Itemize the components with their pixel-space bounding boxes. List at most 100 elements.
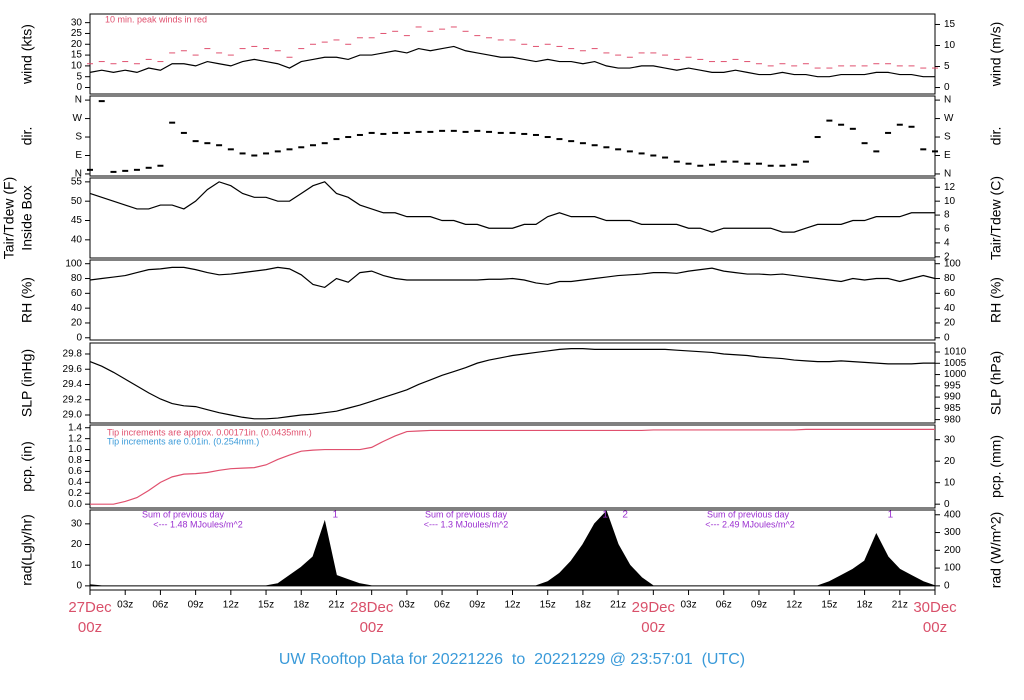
y2-tick-label: 20 bbox=[944, 456, 956, 467]
x-tick-label: 00z bbox=[923, 619, 947, 636]
panel-frame bbox=[89, 424, 936, 509]
y-tick-label: 15 bbox=[71, 50, 83, 61]
y2-tick-label: 995 bbox=[944, 380, 961, 391]
series-line bbox=[89, 181, 935, 233]
y-tick-label: E bbox=[75, 150, 82, 161]
y-tick-label: 55 bbox=[71, 177, 83, 188]
panel-frame bbox=[89, 177, 936, 259]
y-tick-label: 45 bbox=[71, 215, 83, 226]
y-axis-label: dir. bbox=[19, 127, 35, 146]
x-tick-label: 15z bbox=[258, 600, 274, 611]
radiation-area bbox=[89, 510, 936, 587]
y-tick-label: 29.8 bbox=[63, 349, 83, 360]
y2-tick-label: N bbox=[944, 169, 951, 180]
y2-tick-label: 0 bbox=[944, 332, 950, 343]
y-tick-label: 20 bbox=[71, 539, 83, 550]
y2-tick-label: E bbox=[944, 150, 951, 161]
y2-tick-label: 5 bbox=[944, 61, 950, 72]
x-tick-label: 00z bbox=[78, 619, 102, 636]
y-tick-label: 60 bbox=[71, 288, 83, 299]
y2-tick-label: 1010 bbox=[944, 347, 967, 358]
y-tick-label: 30 bbox=[71, 17, 83, 28]
panel-frame bbox=[89, 95, 936, 177]
y2-tick-label: 100 bbox=[944, 258, 961, 269]
series-line bbox=[90, 428, 935, 505]
series-line bbox=[89, 45, 935, 78]
y2-tick-label: 80 bbox=[944, 273, 956, 284]
y-tick-label: 1.0 bbox=[68, 444, 82, 455]
x-tick-label: 21z bbox=[328, 600, 344, 611]
y2-axis-label: SLP (hPa) bbox=[988, 351, 1004, 415]
annotation: <--- 2.49 MJoules/m^2 bbox=[705, 519, 795, 529]
y-tick-label: 10 bbox=[71, 61, 83, 72]
y2-axis-label: RH (%) bbox=[988, 277, 1004, 323]
x-tick-label: 12z bbox=[504, 600, 520, 611]
y2-axis-label: Tair/Tdew (C) bbox=[988, 176, 1004, 260]
x-date-label: 28Dec bbox=[350, 599, 394, 616]
y-tick-label: N bbox=[75, 95, 82, 106]
y2-tick-label: W bbox=[944, 113, 954, 124]
y2-tick-label: 10 bbox=[944, 196, 956, 207]
annotation: <--- 1.48 MJoules/m^2 bbox=[153, 519, 243, 529]
y2-tick-label: 2 bbox=[944, 251, 950, 262]
y2-tick-label: 0 bbox=[944, 580, 950, 591]
x-tick-label: 18z bbox=[857, 600, 873, 611]
peak-marker: 1 bbox=[888, 510, 894, 521]
y-tick-label: 0 bbox=[76, 332, 82, 343]
y2-tick-label: 4 bbox=[944, 238, 950, 249]
y-tick-label: 5 bbox=[76, 71, 82, 82]
y-tick-label: 29.4 bbox=[63, 379, 83, 390]
y2-tick-label: 400 bbox=[944, 509, 961, 520]
annotation: Sum of previous day bbox=[425, 509, 508, 519]
y-axis-label: rad(Lgly/hr) bbox=[19, 514, 35, 586]
y-tick-label: 0.4 bbox=[68, 477, 82, 488]
y2-tick-label: S bbox=[944, 132, 951, 143]
y-tick-label: 20 bbox=[71, 318, 83, 329]
y2-tick-label: 15 bbox=[944, 19, 956, 30]
x-tick-label: 03z bbox=[117, 600, 133, 611]
y-tick-label: 1.4 bbox=[68, 422, 82, 433]
y-tick-label: 1.2 bbox=[68, 433, 82, 444]
series-line bbox=[89, 348, 935, 420]
peak-marker: 1 bbox=[602, 510, 608, 521]
y2-tick-label: 12 bbox=[944, 182, 956, 193]
y-tick-label: 20 bbox=[71, 39, 83, 50]
y2-tick-label: 40 bbox=[944, 303, 956, 314]
y-axis-label: SLP (inHg) bbox=[19, 349, 35, 417]
y-tick-label: 40 bbox=[71, 303, 83, 314]
y2-tick-label: 985 bbox=[944, 403, 961, 414]
y2-tick-label: 30 bbox=[944, 434, 956, 445]
y2-tick-label: 1000 bbox=[944, 369, 967, 380]
y2-tick-label: 980 bbox=[944, 414, 961, 425]
y2-tick-label: 990 bbox=[944, 392, 961, 403]
y-tick-label: 50 bbox=[71, 196, 83, 207]
y-axis-label: pcp. (in) bbox=[19, 441, 35, 492]
y-tick-label: 29.0 bbox=[63, 410, 83, 421]
panel-frame bbox=[89, 259, 936, 341]
x-tick-label: 21z bbox=[610, 600, 626, 611]
x-tick-label: 06z bbox=[434, 600, 450, 611]
x-tick-label: 06z bbox=[716, 600, 732, 611]
y2-tick-label: N bbox=[944, 95, 951, 106]
x-tick-label: 21z bbox=[892, 600, 908, 611]
x-tick-label: 06z bbox=[152, 600, 168, 611]
x-tick-label: 03z bbox=[399, 600, 415, 611]
y-tick-label: 10 bbox=[71, 560, 83, 571]
x-tick-label: 03z bbox=[680, 600, 696, 611]
x-tick-label: 09z bbox=[188, 600, 204, 611]
y-tick-label: 40 bbox=[71, 234, 83, 245]
y2-tick-label: 0 bbox=[944, 82, 950, 93]
y-tick-label: 0.6 bbox=[68, 466, 82, 477]
footer-title: UW Rooftop Data for 20221226 to 20221229… bbox=[279, 651, 745, 668]
peak-marker: 2 bbox=[622, 510, 628, 521]
y-tick-label: N bbox=[75, 169, 82, 180]
x-tick-label: 18z bbox=[575, 600, 591, 611]
x-tick-label: 09z bbox=[751, 600, 767, 611]
y2-tick-label: 300 bbox=[944, 527, 961, 538]
x-tick-label: 00z bbox=[360, 619, 384, 636]
y2-tick-label: 200 bbox=[944, 545, 961, 556]
annotation: Tip increments are approx. 0.00171in. (0… bbox=[107, 427, 312, 437]
y-axis-label: Tair/Tdew (F) bbox=[1, 177, 17, 259]
